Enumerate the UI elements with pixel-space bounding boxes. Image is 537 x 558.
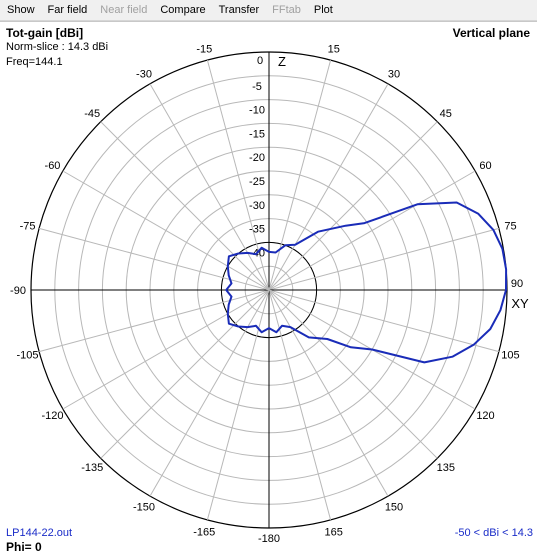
grid-spoke <box>268 289 438 459</box>
grid-spoke <box>268 121 438 291</box>
plane-label: Vertical plane <box>452 26 530 40</box>
grid-spoke <box>268 170 476 291</box>
angle-tick-label: 15 <box>328 44 340 56</box>
angle-tick-label: -165 <box>193 526 215 538</box>
angle-tick-label: -60 <box>45 160 61 172</box>
grid-spoke <box>149 83 270 291</box>
norm-slice-label: Norm-slice : 14.3 dBi <box>6 41 109 53</box>
radial-tick-label: -10 <box>249 105 265 117</box>
radial-tick-label: -25 <box>249 176 265 188</box>
z-axis-label: Z <box>278 54 286 69</box>
menu-item-far-field[interactable]: Far field <box>47 4 88 16</box>
radial-tick-label: -5 <box>252 81 262 93</box>
output-file-label: LP144-22.out <box>6 527 73 539</box>
angle-tick-label: -120 <box>41 410 63 422</box>
grid-spoke <box>149 289 270 497</box>
angle-tick-label: 90 <box>511 278 523 290</box>
grid-spoke <box>268 289 389 497</box>
angle-tick-label: -75 <box>20 220 36 232</box>
angle-tick-label: -135 <box>81 462 103 474</box>
menu-item-fftab[interactable]: FFtab <box>272 4 301 16</box>
grid-spoke <box>268 83 389 291</box>
grid-spoke <box>38 227 270 291</box>
grid-spoke <box>268 227 500 291</box>
angle-tick-label: -150 <box>133 502 155 514</box>
gain-pattern-trace <box>225 201 508 364</box>
angle-tick-label: 45 <box>440 108 452 120</box>
angle-tick-label: 150 <box>385 502 403 514</box>
angle-tick-label: 120 <box>476 410 494 422</box>
angle-tick-label: -105 <box>17 350 39 362</box>
angle-tick-label: 60 <box>479 160 491 172</box>
grid-spoke <box>62 170 270 291</box>
radial-tick-label: -30 <box>249 200 265 212</box>
grid-spoke <box>100 121 270 291</box>
menu-bar: Show Far field Near field Compare Transfer FF… <box>0 0 537 21</box>
grid-spoke <box>268 289 500 353</box>
frequency-label: Freq=144.1 <box>6 56 63 68</box>
angle-tick-label: 0 <box>257 55 263 67</box>
grid-spoke <box>268 289 332 521</box>
phi-label: Phi= 0 <box>6 540 42 554</box>
angle-tick-label: 165 <box>325 526 343 538</box>
grid-spoke <box>206 289 270 521</box>
menu-item-near-field[interactable]: Near field <box>100 4 148 16</box>
angle-tick-label: 105 <box>501 350 519 362</box>
grid-spoke <box>100 289 270 459</box>
plot-title: Tot-gain [dBi] <box>6 26 84 40</box>
grid-spoke <box>38 289 270 353</box>
angle-tick-label: 75 <box>504 220 516 232</box>
angle-tick-label: -45 <box>84 108 100 120</box>
angle-tick-label: -30 <box>136 68 152 80</box>
menu-item-transfer[interactable]: Transfer <box>218 4 260 16</box>
menu-item-compare[interactable]: Compare <box>160 4 206 16</box>
angle-tick-label: -90 <box>10 285 26 297</box>
angle-tick-label: -180 <box>258 533 280 545</box>
dbi-range-label: -50 < dBi < 14.3 <box>454 527 533 539</box>
grid-spoke <box>62 289 270 410</box>
radial-tick-label: -35 <box>249 224 265 236</box>
radial-tick-label: -15 <box>249 128 265 140</box>
grid-spoke <box>268 59 332 291</box>
angle-tick-label: 30 <box>388 68 400 80</box>
angle-tick-label: 135 <box>437 462 455 474</box>
xy-axis-label: XY <box>511 296 529 311</box>
radial-tick-label: -20 <box>249 152 265 164</box>
menu-item-show[interactable]: Show <box>7 4 35 16</box>
menu-item-plot[interactable]: Plot <box>313 4 333 16</box>
angle-tick-label: -15 <box>196 44 212 56</box>
